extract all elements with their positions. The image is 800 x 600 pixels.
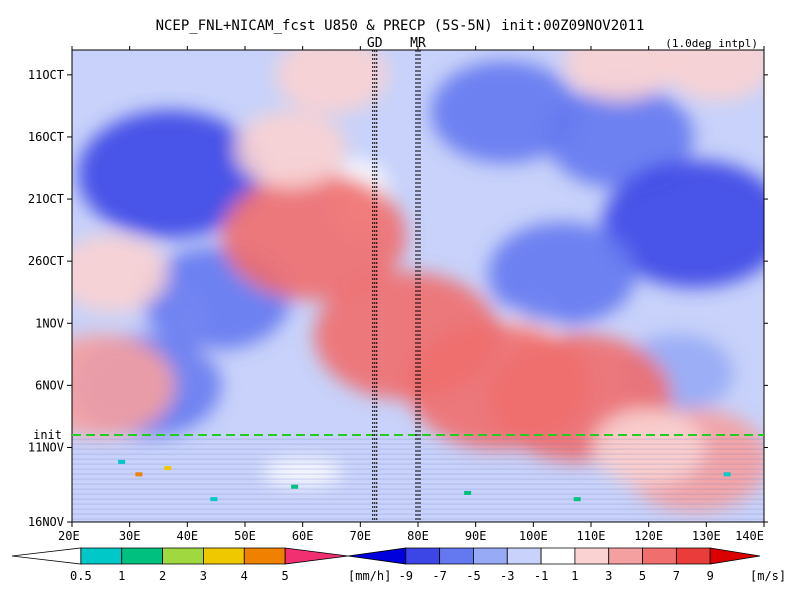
x-tick-label: 110E: [577, 529, 606, 543]
wind-colorbar-segment: [347, 547, 407, 565]
y-tick-label: 16NOV: [28, 515, 64, 529]
init-label: init: [33, 428, 62, 442]
precip-colorbar-unit: [mm/h]: [348, 569, 391, 583]
x-tick-label: 60E: [292, 529, 314, 543]
y-tick-label: 21OCT: [28, 192, 64, 206]
precip-colorbar-segment: [80, 547, 123, 565]
precip-mark: [135, 472, 143, 477]
u850-cell: [221, 172, 407, 301]
precip-colorbar-segment: [284, 547, 349, 565]
precip-mark: [210, 497, 218, 502]
precip-colorbar-segment: [243, 547, 286, 565]
x-tick-label: 40E: [176, 529, 198, 543]
u850-cell: [661, 50, 764, 102]
wind-colorbar-segment: [642, 547, 677, 565]
y-tick-label: 1NOV: [35, 316, 64, 330]
wind-colorbar-label: 5: [639, 569, 646, 583]
wind-colorbar-label: -1: [534, 569, 548, 583]
u850-cell: [275, 50, 388, 114]
chart-title: NCEP_FNL+NICAM_fcst U850 & PRECP (5S-5N)…: [156, 18, 645, 34]
wind-colorbar-segment: [405, 547, 441, 565]
wind-colorbar-segment: [709, 547, 761, 565]
precip-mark: [118, 459, 126, 464]
site-marker-label: GD: [367, 36, 383, 51]
u850-cell: [602, 160, 764, 288]
x-tick-label: 100E: [519, 529, 548, 543]
wind-colorbar-segment: [506, 547, 542, 565]
chart-subtitle: (1.0deg intpl): [665, 37, 758, 50]
x-tick-label: 30E: [119, 529, 141, 543]
y-tick-label: 11NOV: [28, 440, 64, 454]
x-tick-label: 140E: [735, 529, 764, 543]
precip-colorbar-segment: [11, 547, 82, 565]
u850-cell: [235, 110, 348, 189]
precip-mark: [573, 497, 581, 502]
precip-mark: [164, 466, 172, 471]
x-tick-label: 130E: [692, 529, 721, 543]
y-tick-label: 16OCT: [28, 130, 64, 144]
u850-cell: [430, 60, 579, 164]
site-marker-label: MR: [410, 36, 426, 51]
wind-colorbar-segment: [473, 547, 508, 565]
x-tick-label: 80E: [407, 529, 429, 543]
precip-colorbar-segment: [203, 547, 245, 565]
wind-colorbar-segment: [439, 547, 474, 565]
u850-cell: [72, 334, 175, 437]
precip-colorbar-label: 3: [200, 569, 207, 583]
u850-cell: [545, 85, 694, 189]
y-tick-label: 26OCT: [28, 254, 64, 268]
precip-mark: [723, 472, 731, 477]
u850-cell: [563, 50, 676, 102]
x-tick-label: 120E: [634, 529, 663, 543]
wind-colorbar-segment: [574, 547, 610, 565]
wind-colorbar-label: -7: [432, 569, 446, 583]
u850-neutral-band: [262, 458, 343, 487]
y-tick-label: 11OCT: [28, 68, 64, 82]
x-tick-label: 20E: [58, 529, 80, 543]
u850-cell: [488, 222, 637, 325]
precip-colorbar-label: 5: [282, 569, 289, 583]
wind-colorbar-label: 7: [673, 569, 680, 583]
u850-cell: [72, 234, 169, 313]
x-tick-label: 70E: [349, 529, 371, 543]
wind-colorbar-unit: [m/s]: [750, 569, 786, 583]
wind-colorbar-label: 1: [571, 569, 578, 583]
precip-colorbar-label: 0.5: [70, 569, 92, 583]
wind-colorbar-label: -5: [466, 569, 480, 583]
wind-colorbar-label: 3: [605, 569, 612, 583]
wind-colorbar-label: 9: [707, 569, 714, 583]
wind-colorbar-segment: [675, 547, 711, 565]
wind-colorbar-segment: [540, 547, 576, 565]
wind-colorbar-label: -9: [399, 569, 413, 583]
heatmap-blobs: [72, 50, 764, 512]
precip-mark: [291, 484, 299, 489]
precip-colorbar-segment: [121, 547, 163, 565]
precip-colorbar-label: 2: [159, 569, 166, 583]
wind-colorbar-segment: [608, 547, 643, 565]
precip-mark: [464, 490, 472, 495]
u850-cell: [77, 110, 263, 239]
x-tick-label: 50E: [234, 529, 256, 543]
wind-colorbar-label: -3: [500, 569, 514, 583]
heatmap-layer: [72, 50, 764, 520]
precip-colorbar-label: 4: [241, 569, 248, 583]
precip-colorbar-label: 1: [118, 569, 125, 583]
precip-colorbar-segment: [162, 547, 204, 565]
y-tick-label: 6NOV: [35, 378, 64, 392]
x-tick-label: 90E: [465, 529, 487, 543]
u850-cell: [592, 408, 705, 487]
